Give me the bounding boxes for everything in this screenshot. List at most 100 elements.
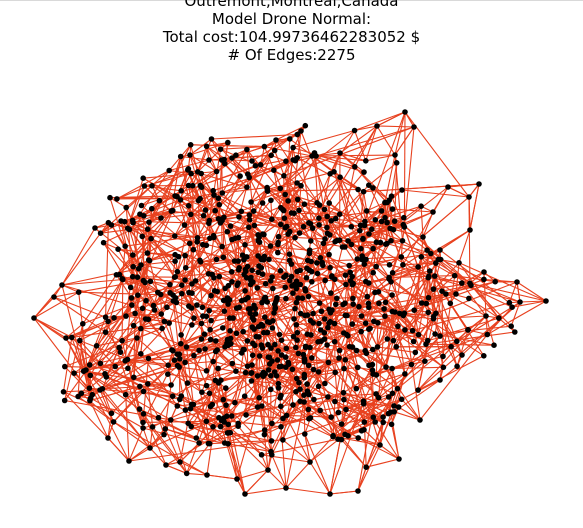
graph-node: [355, 488, 361, 494]
graph-edge: [79, 340, 128, 360]
graph-node: [238, 208, 245, 215]
graph-node: [93, 343, 100, 349]
graph-node: [466, 295, 472, 302]
graph-edge: [176, 196, 198, 239]
graph-edge: [428, 275, 521, 303]
graph-node: [395, 323, 401, 330]
graph-node: [388, 193, 395, 199]
graph-node: [119, 276, 126, 282]
graph-edge: [139, 170, 170, 215]
graph-node: [202, 346, 208, 352]
graph-node: [337, 150, 343, 156]
graph-edge: [292, 340, 322, 370]
graph-node: [189, 322, 195, 328]
graph-edge: [33, 284, 63, 319]
graph-node: [212, 348, 219, 355]
graph-node: [373, 391, 379, 397]
graph-node: [271, 167, 277, 173]
graph-node: [262, 281, 269, 287]
graph-edge: [391, 373, 406, 425]
graph-node: [262, 314, 268, 321]
graph-edge: [168, 302, 177, 324]
graph-node: [298, 128, 304, 134]
graph-edge: [195, 246, 223, 282]
graph-edge: [379, 422, 384, 446]
graph-edge: [206, 474, 238, 480]
graph-edge: [304, 203, 320, 219]
graph-node: [321, 316, 328, 322]
graph-node: [86, 385, 93, 392]
graph-edge: [296, 302, 314, 314]
graph-node: [200, 241, 206, 248]
graph-node: [97, 387, 103, 393]
graph-edge: [309, 249, 346, 276]
graph-edge: [308, 396, 329, 420]
graph-edge: [273, 312, 281, 335]
graph-node: [169, 347, 175, 353]
graph-edge: [85, 353, 180, 371]
graph-edge: [89, 375, 103, 390]
graph-node: [363, 256, 369, 263]
graph-node: [294, 131, 301, 138]
graph-node: [161, 318, 168, 325]
graph-edge: [468, 196, 471, 231]
graph-node: [138, 325, 144, 332]
graph-node: [427, 268, 433, 274]
graph-node: [322, 277, 329, 284]
graph-node: [215, 195, 222, 201]
graph-node: [174, 403, 181, 409]
graph-edge: [393, 334, 419, 342]
graph-node: [366, 362, 372, 369]
graph-node: [179, 290, 185, 297]
graph-node: [226, 297, 233, 303]
graph-node: [336, 211, 343, 217]
graph-node: [137, 383, 143, 390]
graph-node: [117, 349, 124, 356]
graph-node: [302, 122, 309, 129]
graph-edge: [439, 365, 458, 381]
graph-node: [201, 331, 208, 338]
graph-node: [304, 312, 311, 318]
graph-node: [272, 341, 278, 348]
graph-edge: [376, 125, 415, 128]
graph-edge: [248, 226, 279, 254]
graph-edge: [363, 191, 368, 211]
graph-node: [128, 295, 135, 301]
graph-node: [77, 337, 83, 344]
graph-node: [292, 305, 298, 312]
graph-edge: [324, 125, 378, 210]
graph-node: [306, 416, 312, 422]
graph-node: [206, 390, 213, 397]
graph-edge: [368, 292, 376, 330]
graph-edge: [419, 334, 488, 421]
graph-node: [320, 240, 327, 247]
graph-node: [331, 169, 337, 175]
graph-node: [183, 470, 190, 477]
graph-node: [134, 335, 140, 341]
graph-edge: [292, 129, 355, 149]
graph-edge: [352, 266, 377, 286]
graph-node: [316, 222, 322, 228]
graph-edge: [311, 263, 365, 283]
graph-edge: [147, 383, 172, 386]
graph-node: [242, 288, 248, 294]
graph-edge: [196, 276, 220, 306]
graph-edge: [304, 433, 331, 495]
graph-node: [389, 292, 395, 298]
graph-edge: [351, 323, 366, 351]
graph-node: [267, 243, 274, 249]
graph-node: [203, 368, 210, 374]
graph-node: [253, 333, 259, 340]
graph-edge: [184, 255, 216, 292]
graph-node: [108, 410, 115, 417]
graph-node: [358, 313, 365, 319]
graph-node: [266, 361, 273, 367]
graph-edge: [339, 152, 356, 168]
graph-edge: [278, 374, 305, 385]
graph-node: [211, 275, 217, 281]
graph-node: [151, 307, 158, 313]
graph-node: [268, 152, 275, 159]
graph-edge: [345, 284, 367, 354]
graph-edge: [339, 239, 363, 257]
graph-node: [456, 260, 462, 266]
